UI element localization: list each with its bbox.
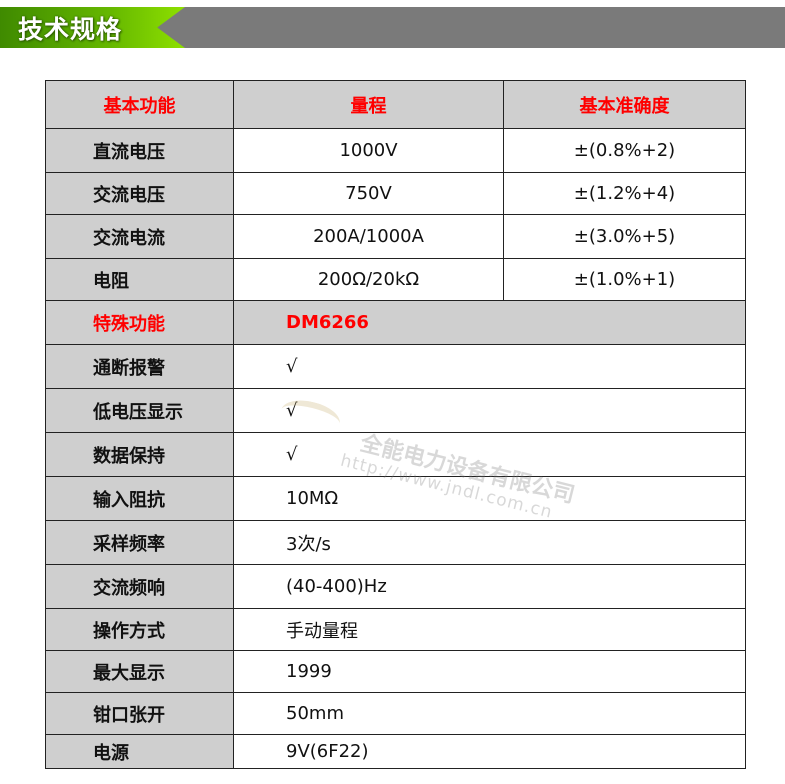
feature-value: √ [233,344,746,389]
feature-value: 50mm [233,692,746,735]
table-header-row: 基本功能 量程 基本准确度 [45,80,746,129]
function-label: 交流电压 [45,172,234,215]
table-row: 交流频响 (40-400)Hz [45,564,746,609]
table-row: 通断报警 √ [45,344,746,389]
table-row: 电阻 200Ω/20kΩ ±(1.0%+1) [45,258,746,301]
special-function-label: 特殊功能 [45,300,234,345]
spec-table: 基本功能 量程 基本准确度 直流电压 1000V ±(0.8%+2) 交流电压 750V ±(1… [45,80,746,769]
range-value: 750V [233,172,504,215]
table-row: 低电压显示 √ [45,388,746,433]
banner-tab [0,7,185,48]
feature-label: 钳口张开 [45,692,234,735]
feature-value: 1999 [233,650,746,693]
section-title: 技术规格 [18,15,123,44]
table-row: 输入阻抗 10MΩ [45,476,746,521]
table-row: 电源 9V(6F22) [45,734,746,769]
feature-value: (40-400)Hz [233,564,746,609]
accuracy-value: ±(1.0%+1) [503,258,746,301]
feature-value: √ [233,432,746,477]
header-range: 量程 [233,80,504,129]
header-function: 基本功能 [45,80,234,129]
range-value: 200Ω/20kΩ [233,258,504,301]
table-row: 交流电压 750V ±(1.2%+4) [45,172,746,215]
feature-label: 数据保持 [45,432,234,477]
range-value: 200A/1000A [233,214,504,259]
table-row: 数据保持 √ [45,432,746,477]
model-label: DM6266 [233,300,746,345]
banner-bar [150,7,785,48]
feature-label: 最大显示 [45,650,234,693]
feature-label: 低电压显示 [45,388,234,433]
accuracy-value: ±(3.0%+5) [503,214,746,259]
function-label: 直流电压 [45,128,234,173]
function-label: 交流电流 [45,214,234,259]
feature-label: 通断报警 [45,344,234,389]
special-header-row: 特殊功能 DM6266 [45,300,746,345]
accuracy-value: ±(1.2%+4) [503,172,746,215]
feature-label: 交流频响 [45,564,234,609]
range-value: 1000V [233,128,504,173]
header-accuracy: 基本准确度 [503,80,746,129]
feature-value: 3次/s [233,520,746,565]
table-row: 钳口张开 50mm [45,692,746,735]
function-label: 电阻 [45,258,234,301]
feature-label: 输入阻抗 [45,476,234,521]
feature-value: √ [233,388,746,433]
table-row: 交流电流 200A/1000A ±(3.0%+5) [45,214,746,259]
feature-value: 10MΩ [233,476,746,521]
table-row: 最大显示 1999 [45,650,746,693]
feature-label: 电源 [45,734,234,769]
table-row: 采样频率 3次/s [45,520,746,565]
table-row: 直流电压 1000V ±(0.8%+2) [45,128,746,173]
feature-value: 手动量程 [233,608,746,651]
feature-label: 操作方式 [45,608,234,651]
accuracy-value: ±(0.8%+2) [503,128,746,173]
feature-label: 采样频率 [45,520,234,565]
table-row: 操作方式 手动量程 [45,608,746,651]
feature-value: 9V(6F22) [233,734,746,769]
